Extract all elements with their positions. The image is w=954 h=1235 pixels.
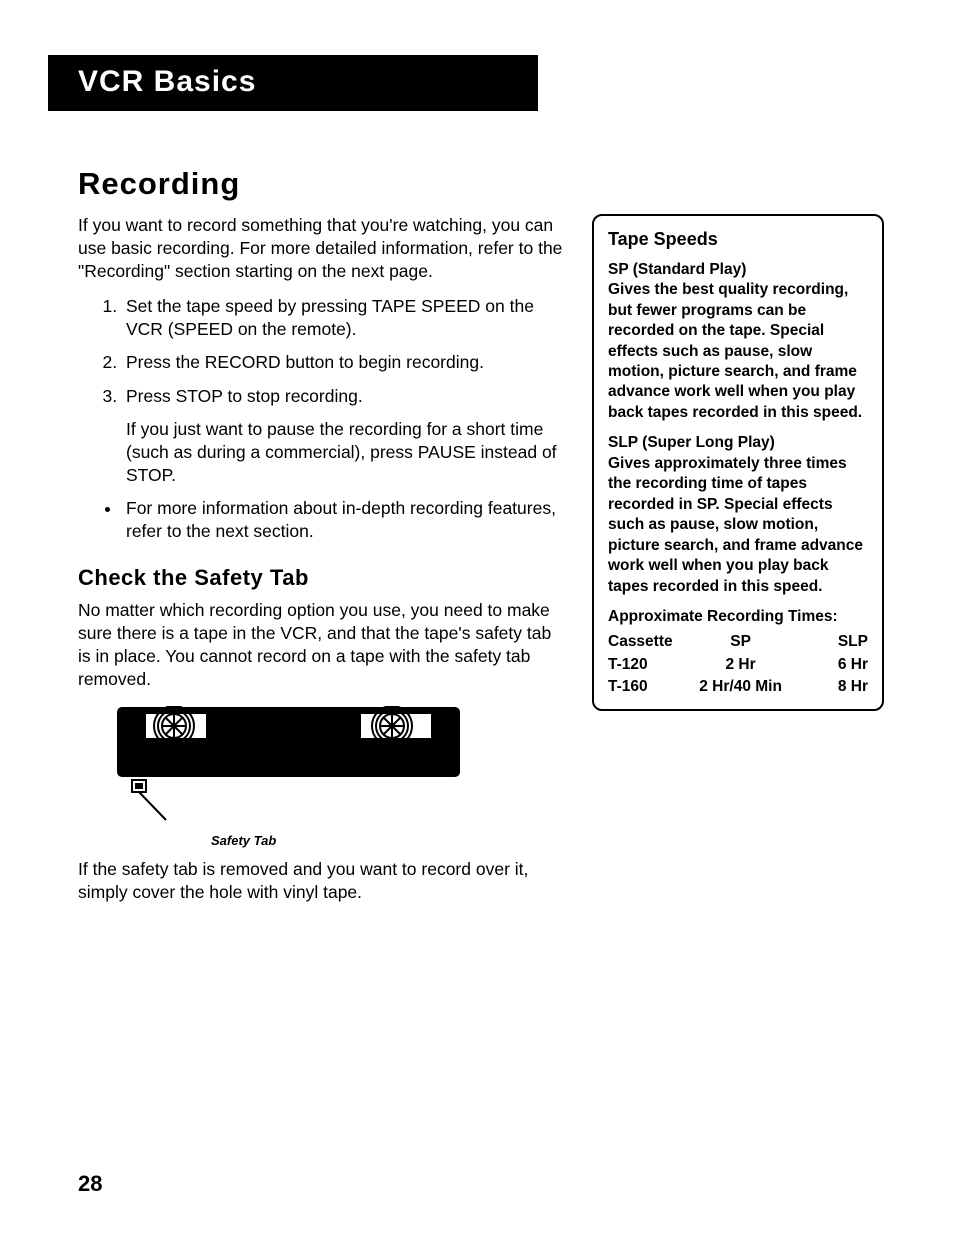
table-cell: 6 Hr [790, 654, 868, 676]
step-sub-paragraph: If you just want to pause the recording … [126, 418, 568, 487]
table-cell: 2 Hr/40 Min [691, 676, 790, 698]
table-cell: T-160 [608, 676, 691, 698]
left-column: Recording If you want to record somethin… [78, 166, 568, 916]
recording-times-table: Cassette SP SLP T-120 2 Hr 6 Hr T-160 2 … [608, 631, 868, 698]
step-item: Set the tape speed by pressing TAPE SPEE… [122, 295, 568, 341]
tape-speeds-sidebar: Tape Speeds SP (Standard Play) Gives the… [592, 214, 884, 711]
table-row: T-160 2 Hr/40 Min 8 Hr [608, 676, 868, 698]
cassette-icon [116, 706, 461, 826]
step-text: Press STOP to stop recording. [126, 386, 363, 406]
safety-paragraph-2: If the safety tab is removed and you wan… [78, 858, 568, 904]
bullet-item: For more information about in-depth reco… [122, 497, 568, 543]
slp-title: SLP (Super Long Play) [608, 434, 775, 451]
table-cell: 8 Hr [790, 676, 868, 698]
chapter-header: VCR Basics [48, 55, 538, 111]
sp-title: SP (Standard Play) [608, 261, 746, 278]
intro-paragraph: If you want to record something that you… [78, 214, 568, 283]
section-title: Recording [78, 166, 568, 202]
safety-title: Check the Safety Tab [78, 565, 568, 591]
table-row: Cassette SP SLP [608, 631, 868, 653]
cassette-figure: Safety Tab [116, 706, 568, 848]
content-columns: Recording If you want to record somethin… [78, 166, 884, 916]
sidebar-title: Tape Speeds [608, 228, 868, 252]
step-text: Press the RECORD button to begin recordi… [126, 352, 484, 372]
step-item: Press STOP to stop recording. If you jus… [122, 385, 568, 487]
chapter-title: VCR Basics [48, 65, 256, 98]
table-row: T-120 2 Hr 6 Hr [608, 654, 868, 676]
table-cell: T-120 [608, 654, 691, 676]
right-column: Tape Speeds SP (Standard Play) Gives the… [592, 166, 884, 916]
sp-paragraph: SP (Standard Play) Gives the best qualit… [608, 260, 868, 424]
page-number: 28 [78, 1171, 102, 1197]
table-cell: 2 Hr [691, 654, 790, 676]
step-text: Set the tape speed by pressing TAPE SPEE… [126, 296, 534, 339]
table-header: SLP [790, 631, 868, 653]
steps-list: Set the tape speed by pressing TAPE SPEE… [78, 295, 568, 543]
bullet-list: For more information about in-depth reco… [78, 497, 568, 543]
slp-body: Gives approximately three times the reco… [608, 455, 863, 595]
step-item: Press the RECORD button to begin recordi… [122, 351, 568, 374]
table-header: SP [691, 631, 790, 653]
table-header: Cassette [608, 631, 691, 653]
sp-body: Gives the best quality recording, but fe… [608, 281, 862, 421]
page: VCR Basics Recording If you want to reco… [0, 0, 954, 1235]
slp-paragraph: SLP (Super Long Play) Gives approximatel… [608, 433, 868, 597]
figure-label: Safety Tab [211, 833, 568, 848]
safety-paragraph-1: No matter which recording option you use… [78, 599, 568, 691]
table-title: Approximate Recording Times: [608, 607, 868, 627]
